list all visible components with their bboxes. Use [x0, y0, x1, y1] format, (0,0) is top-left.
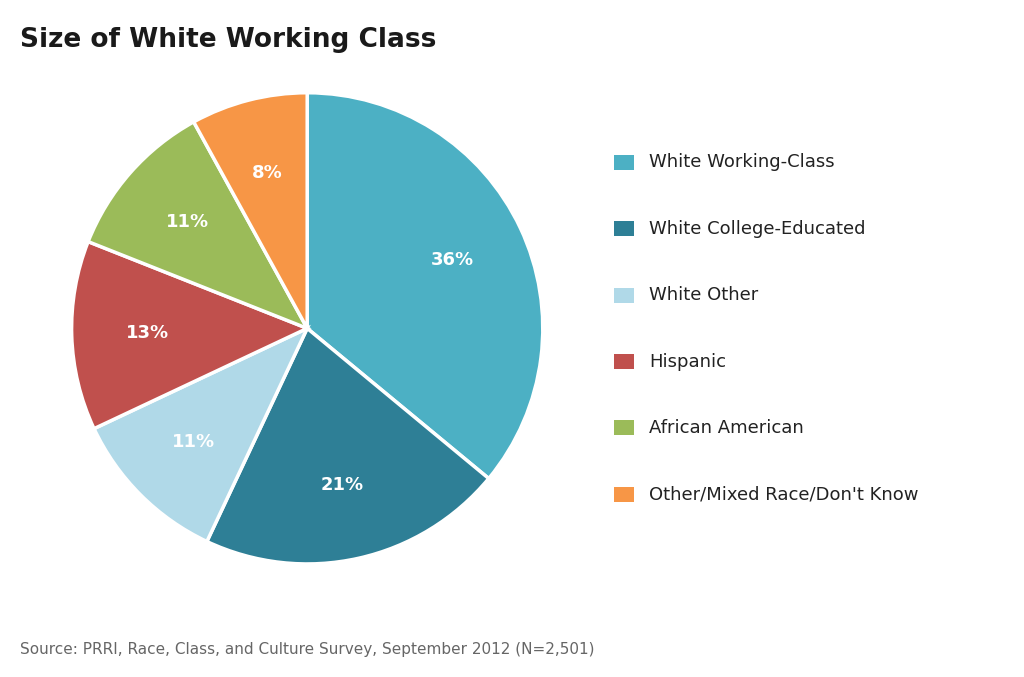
Text: African American: African American	[649, 419, 804, 437]
Wedge shape	[94, 328, 307, 542]
Text: Size of White Working Class: Size of White Working Class	[20, 27, 437, 53]
Wedge shape	[207, 328, 488, 564]
Wedge shape	[194, 93, 307, 328]
Wedge shape	[72, 242, 307, 429]
Text: White College-Educated: White College-Educated	[649, 220, 865, 238]
Text: 36%: 36%	[431, 251, 474, 269]
Text: 11%: 11%	[172, 433, 215, 451]
Text: 8%: 8%	[252, 165, 283, 182]
Text: White Other: White Other	[649, 286, 758, 304]
Wedge shape	[307, 93, 543, 479]
Text: 11%: 11%	[166, 213, 209, 232]
Text: Source: PRRI, Race, Class, and Culture Survey, September 2012 (N=2,501): Source: PRRI, Race, Class, and Culture S…	[20, 642, 595, 657]
Text: White Working-Class: White Working-Class	[649, 154, 835, 171]
Text: Other/Mixed Race/Don't Know: Other/Mixed Race/Don't Know	[649, 485, 919, 503]
Text: 13%: 13%	[126, 324, 169, 343]
Text: Hispanic: Hispanic	[649, 353, 726, 370]
Text: 21%: 21%	[321, 476, 364, 494]
Wedge shape	[88, 122, 307, 328]
